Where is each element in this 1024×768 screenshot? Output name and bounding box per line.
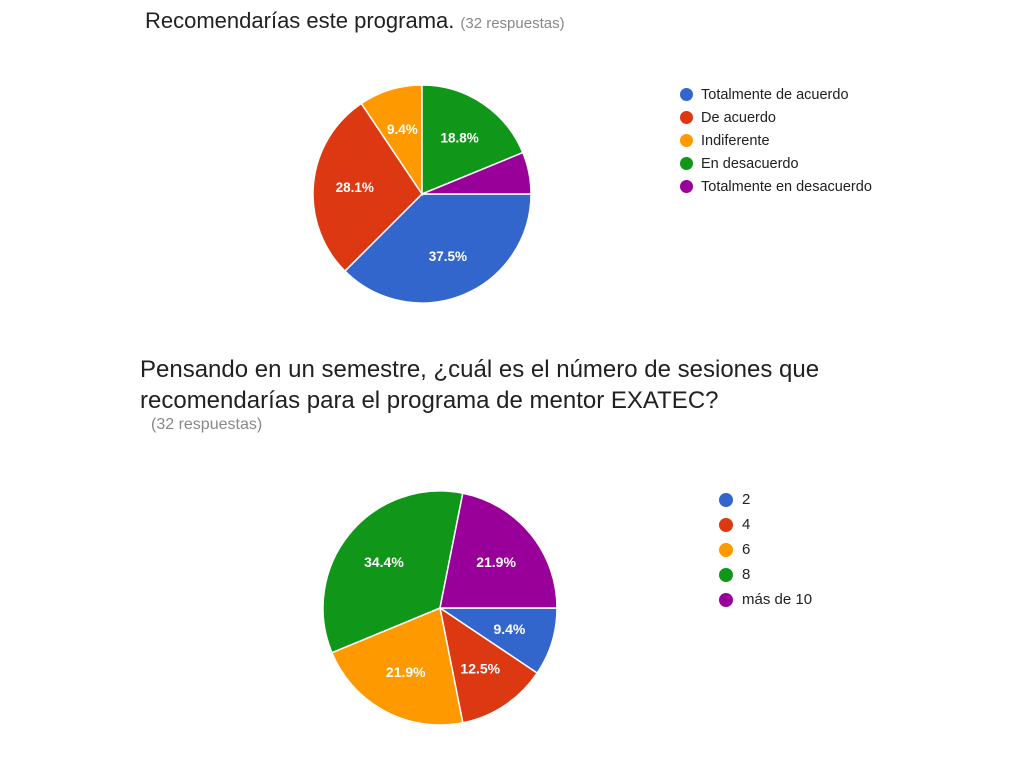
chart-title: Recomendarías este programa. (32 respuest… <box>145 8 565 33</box>
pie-slice-totalmente-de-acuerdo[interactable] <box>343 193 532 304</box>
legend-swatch <box>680 180 693 193</box>
chart-title: Pensando en un semestre, ¿cuál es el núm… <box>140 356 820 414</box>
legend-label: Indiferente <box>701 132 770 149</box>
legend-label: En desacuerdo <box>701 155 799 172</box>
response-count: (32 respuestas) <box>460 15 565 32</box>
legend-swatch <box>719 592 733 607</box>
slice-label-mas-de-10: 21.9% <box>476 554 516 570</box>
legend-swatch <box>719 542 733 557</box>
legend-swatch <box>680 88 693 101</box>
response-count: (32 respuestas) <box>151 416 263 433</box>
legend-item-8[interactable]: 8 <box>719 562 812 587</box>
legend-label: 6 <box>742 541 751 558</box>
chart-legend: 2 4 6 8 más de 10 <box>719 487 812 612</box>
legend-swatch <box>680 134 693 147</box>
pie-slice-6[interactable] <box>330 606 464 726</box>
slice-label-4: 12.5% <box>460 660 500 676</box>
pie-slice-en-desacuerdo[interactable] <box>421 84 524 196</box>
legend-swatch <box>719 567 733 582</box>
slice-label-2: 9.4% <box>493 621 525 637</box>
legend-item-de-acuerdo[interactable]: De acuerdo <box>680 106 872 129</box>
slice-label-totalmente-de-acuerdo: 37.5% <box>429 249 467 264</box>
legend-swatch <box>680 111 693 124</box>
slice-label-indiferente: 9.4% <box>387 122 418 137</box>
legend-item-en-desacuerdo[interactable]: En desacuerdo <box>680 152 872 175</box>
slice-label-en-desacuerdo: 18.8% <box>440 130 478 145</box>
legend-swatch <box>719 517 733 532</box>
legend-item-totalmente-en-desacuerdo[interactable]: Totalmente en desacuerdo <box>680 175 872 198</box>
pie-slice-4[interactable] <box>438 606 539 724</box>
slice-label-6: 21.9% <box>386 664 426 680</box>
legend-swatch <box>680 157 693 170</box>
chart-legend: Totalmente de acuerdo De acuerdo Indiferen… <box>680 83 872 198</box>
pie-chart: 9.4% 12.5% 21.9% 34.4% 21.9% <box>322 490 558 726</box>
pie-slice-totalmente-en-desacuerdo[interactable] <box>421 151 532 195</box>
legend-item-mas-de-10[interactable]: más de 10 <box>719 587 812 612</box>
legend-item-4[interactable]: 4 <box>719 512 812 537</box>
legend-label: Totalmente en desacuerdo <box>701 178 872 195</box>
chart-numero-sesiones: Pensando en un semestre, ¿cuál es el núm… <box>0 350 1024 768</box>
legend-label: 2 <box>742 491 751 508</box>
legend-label: 8 <box>742 566 751 583</box>
chart-recomendarias: Recomendarías este programa. (32 respuest… <box>0 0 1024 340</box>
legend-label: más de 10 <box>742 591 813 608</box>
pie-slice-mas-de-10[interactable] <box>439 492 558 609</box>
legend-item-indiferente[interactable]: Indiferente <box>680 129 872 152</box>
legend-label: De acuerdo <box>701 109 776 126</box>
legend-item-6[interactable]: 6 <box>719 537 812 562</box>
pie-slice-8[interactable] <box>322 490 464 654</box>
legend-item-totalmente-de-acuerdo[interactable]: Totalmente de acuerdo <box>680 83 872 106</box>
slice-label-de-acuerdo: 28.1% <box>336 180 374 195</box>
legend-label: Totalmente de acuerdo <box>701 86 849 103</box>
pie-chart: 37.5% 28.1% 9.4% 18.8% <box>312 84 532 304</box>
slice-label-8: 34.4% <box>364 554 404 570</box>
legend-label: 4 <box>742 516 751 533</box>
pie-slice-de-acuerdo[interactable] <box>312 102 423 273</box>
legend-item-2[interactable]: 2 <box>719 487 812 512</box>
legend-swatch <box>719 492 733 507</box>
